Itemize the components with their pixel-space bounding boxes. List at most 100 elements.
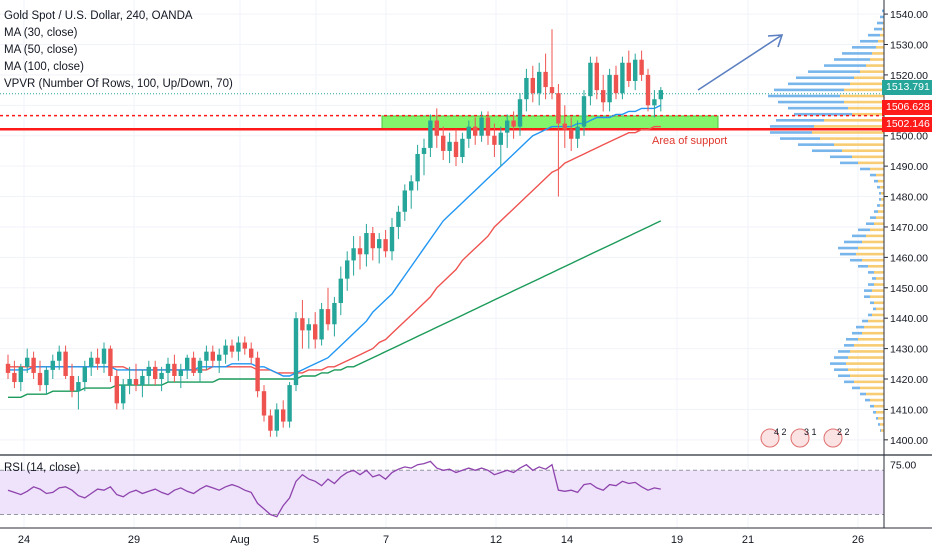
vp-bar-up [865,398,870,402]
vp-bar-up [798,143,834,146]
candle-body [453,141,459,158]
price-tick-label: 1540.00 [890,9,928,21]
vp-bar-down [850,82,884,86]
vp-bar-up [868,283,874,286]
vp-bar-up [830,362,846,365]
candle-body [434,120,439,136]
event-flag-icon [760,428,780,448]
vp-bar-down [866,234,884,238]
candle-body [293,318,299,386]
candle-body [236,342,241,352]
candle-body [108,348,113,376]
legend-rsi[interactable]: RSI (14, close) [4,462,81,474]
candle-body [153,366,158,380]
vp-bar-down [858,246,884,250]
vp-bar-down [860,386,884,390]
legend-vpvr[interactable]: VPVR (Number Of Rows, 100, Up/Down, 70) [4,78,233,90]
candle-body [543,71,548,88]
vp-bar-down [878,39,884,43]
vp-bar-up [770,125,814,128]
price-tick-label: 1410.00 [890,404,928,416]
candle-body [281,409,286,422]
vp-bar-up [830,155,852,159]
event-badge-count: 4 2 [774,427,787,437]
candle-body [165,363,171,373]
candle-body [12,372,17,383]
support-zone-label: Area of support [652,135,727,147]
vp-bar-up [862,319,868,323]
vp-bar-down [876,307,884,311]
vp-bar-down [874,404,884,408]
price-tick-label: 1450.00 [890,283,928,295]
vp-bar-down [872,313,884,317]
event-badges: 4 2 3 1 2 2 [760,427,850,448]
vp-bar-down [870,58,884,61]
candle-body [25,357,30,367]
vp-bar-down [876,277,884,280]
vp-bar-up [812,149,842,153]
vp-bar-up [788,106,848,110]
vp-bar-up [860,167,870,171]
vp-bar-down [880,423,884,426]
last-price-tag: 1513.791 [882,80,932,95]
candle-body [517,99,523,127]
support-price-tag-upper: 1506.628 [882,100,932,115]
candle-body [549,87,555,94]
vp-bar-down [820,137,884,140]
vp-bar-down [872,52,884,55]
vp-bar-down [854,76,884,80]
vp-bar-down [846,362,884,365]
time-tick-label: 29 [128,534,140,546]
candle-body [332,302,337,325]
candle-body [319,309,324,340]
vp-bar-down [866,64,884,67]
vp-bar-down [880,185,884,189]
candle-body [383,239,388,252]
trend-arrow [697,34,784,91]
candle-body [185,357,190,370]
vp-bar-down [834,143,884,146]
vp-bar-down [880,33,884,37]
vp-bar-up [877,185,880,189]
time-tick-label: 19 [671,534,683,546]
vp-bar-up [796,76,854,80]
vp-bar-down [862,331,884,335]
price-tick-label: 1430.00 [890,344,928,356]
vp-bar-down [862,240,884,244]
time-tick-label: 26 [852,534,864,546]
vp-bar-down [850,350,884,353]
vp-bar-up [842,52,872,55]
vp-bar-down [876,46,884,49]
vp-bar-down [874,301,884,305]
candle-body [601,90,606,103]
vp-bar-down [848,106,884,110]
vp-bar-down [872,289,884,292]
price-tick-label: 1460.00 [890,252,928,264]
event-badge-count: 2 2 [837,427,850,437]
vp-bar-down [868,264,884,268]
vp-bar-down [881,192,884,195]
price-tick-label: 1420.00 [890,374,928,386]
support-zone: Area of support [381,115,727,147]
vp-bar-up [852,331,862,335]
candle-body [460,138,465,158]
candle-body [101,348,107,364]
candle-body [607,74,612,103]
candle-body [505,120,510,133]
vp-bar-up [834,368,848,371]
vp-bar-up [768,94,840,98]
candle-body [57,351,62,361]
legend-ma30[interactable]: MA (30, close) [4,27,78,39]
vp-bar-up [874,210,878,213]
vp-bar-up [776,119,824,122]
vp-bar-down [844,100,884,104]
candle-body [229,345,235,352]
candle-body [562,123,567,130]
vp-bar-up [838,350,850,353]
legend-ma50[interactable]: MA (50, close) [4,44,78,56]
candle-body [345,260,350,279]
vp-bar-up [850,258,862,262]
candle-body [569,129,574,139]
vp-bar-up [868,271,874,274]
legend-ma100[interactable]: MA (100, close) [4,61,84,73]
